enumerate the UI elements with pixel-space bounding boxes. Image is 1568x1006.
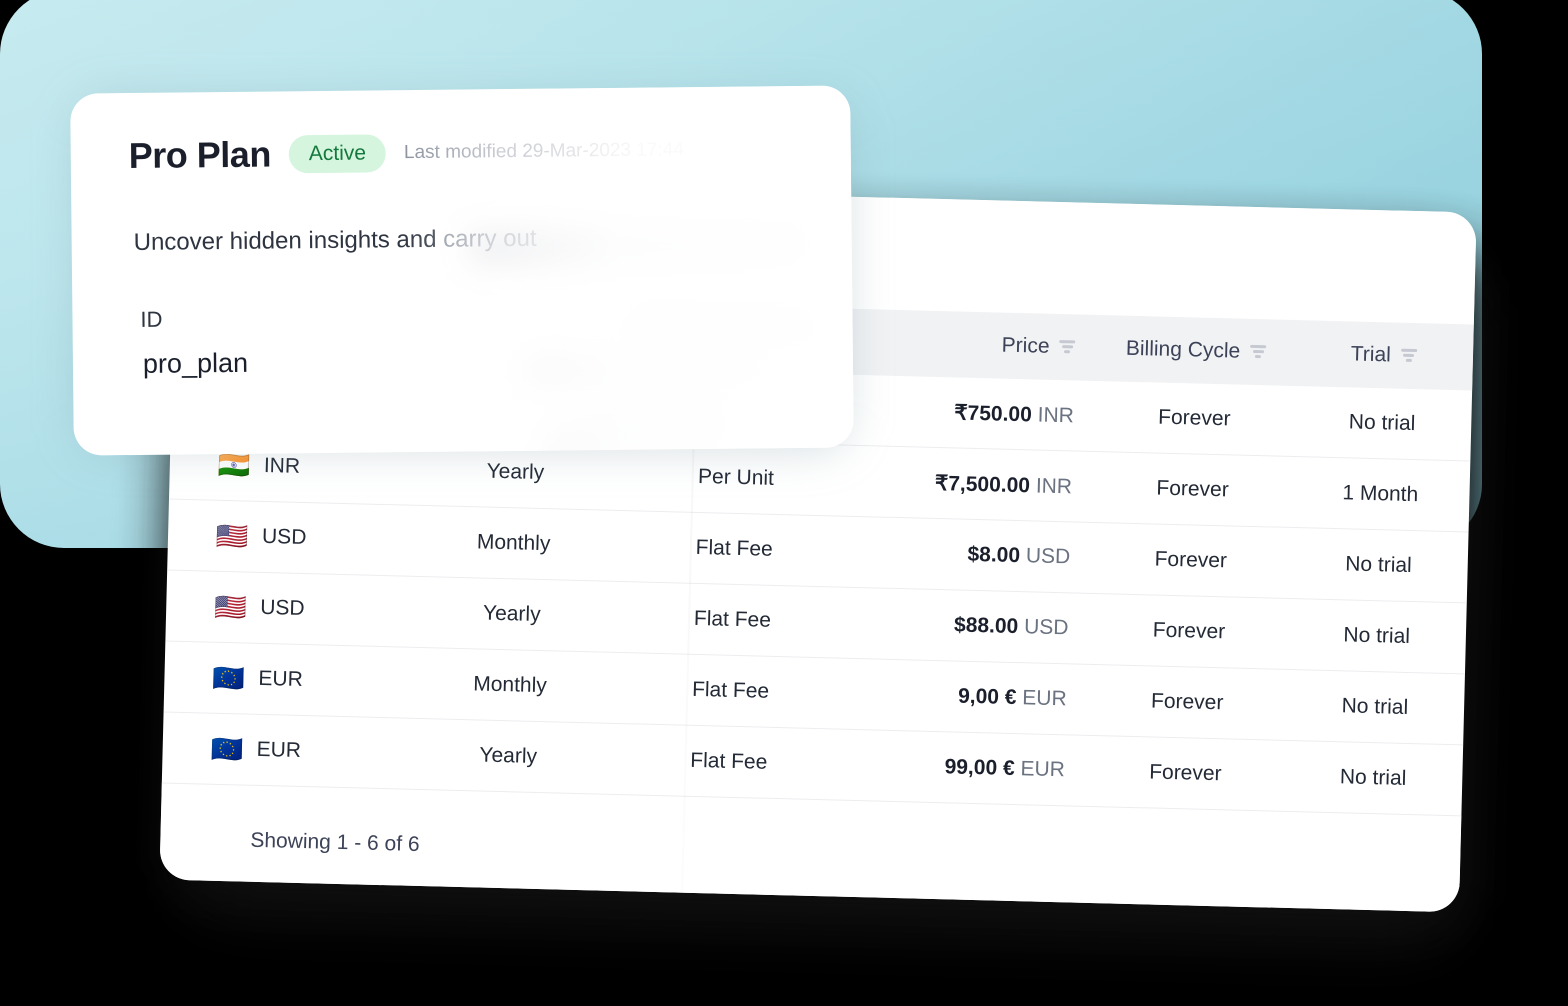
- cell-trial: No trial: [1344, 552, 1413, 578]
- header-label-billing-cycle: Billing Cycle: [1125, 336, 1241, 363]
- cell-currency-label: EUR: [258, 666, 304, 692]
- cell-pricing-model: Flat Fee: [691, 677, 770, 703]
- cell-price: ₹7,500.00 INR: [848, 468, 1094, 499]
- cell-cycle: Yearly: [482, 601, 541, 626]
- filter-icon[interactable]: [1059, 340, 1076, 354]
- cell-currency: 🇪🇺 EUR: [162, 734, 400, 766]
- cell-trial: No trial: [1339, 765, 1407, 790]
- pagination-summary: Showing 1 - 6 of 6: [250, 828, 420, 857]
- cell-price-currency: USD: [1023, 615, 1069, 640]
- cell-billing-cycle: Forever: [1148, 760, 1222, 786]
- cell-price: 99,00 € EUR: [841, 753, 1087, 783]
- cell-cycle: Yearly: [486, 459, 545, 485]
- header-cell-billing-cycle[interactable]: Billing Cycle: [1097, 336, 1295, 365]
- cell-pricing-model: Flat Fee: [690, 748, 768, 774]
- flag-usa-icon: 🇺🇸: [215, 520, 249, 552]
- cell-price: $8.00 USD: [847, 540, 1093, 570]
- last-modified-time: 17:44: [636, 139, 684, 161]
- cell-currency-label: USD: [259, 595, 305, 621]
- header-label-price: Price: [1001, 333, 1050, 358]
- cell-price-amount: ₹750.00: [953, 400, 1033, 426]
- blurred-content-smudge: [527, 358, 769, 381]
- cell-cycle: Monthly: [476, 530, 551, 556]
- cell-pricing-model: Flat Fee: [693, 606, 772, 632]
- cell-cycle: Monthly: [472, 672, 548, 698]
- cell-currency-label: EUR: [256, 737, 302, 762]
- cell-billing-cycle: Forever: [1150, 689, 1224, 715]
- filter-icon[interactable]: [1250, 344, 1267, 359]
- cell-billing-cycle: Forever: [1157, 405, 1231, 431]
- cell-billing-cycle: Forever: [1152, 618, 1226, 644]
- header-label-trial: Trial: [1350, 342, 1392, 367]
- cell-trial: 1 Month: [1342, 481, 1419, 507]
- blurred-content-smudge: [471, 231, 812, 262]
- cell-price-currency: INR: [1037, 403, 1075, 427]
- plan-description-visible: Uncover hidden insights and: [133, 225, 444, 256]
- cell-cycle: Yearly: [479, 743, 538, 768]
- page-title: Pro Plan: [128, 133, 272, 177]
- cell-price: ₹750.00 INR: [850, 397, 1096, 428]
- blurred-content-smudge: [632, 313, 823, 338]
- cell-price-amount: 99,00 €: [944, 755, 1015, 781]
- cell-price: 9,00 € EUR: [843, 682, 1089, 712]
- cell-billing-cycle: Forever: [1154, 547, 1228, 573]
- flag-eu-icon: 🇪🇺: [212, 662, 246, 694]
- cell-price-currency: INR: [1035, 473, 1073, 498]
- cell-price-amount: ₹7,500.00: [934, 471, 1031, 497]
- filter-icon[interactable]: [1400, 348, 1418, 363]
- cell-currency-label: USD: [261, 524, 307, 550]
- header-cell-price[interactable]: Price: [852, 330, 1098, 360]
- flag-usa-icon: 🇺🇸: [213, 591, 248, 623]
- cell-price-amount: $88.00: [953, 613, 1019, 639]
- cell-currency: 🇺🇸 USD: [168, 520, 406, 554]
- cell-price: $88.00 USD: [845, 611, 1091, 641]
- cell-currency: 🇪🇺 EUR: [164, 662, 402, 696]
- header-cell-trial[interactable]: Trial: [1294, 341, 1473, 370]
- cell-currency: 🇺🇸 USD: [166, 591, 404, 625]
- plan-detail-header: Pro Plan Active Last modified 29-Mar-202…: [70, 85, 851, 177]
- cell-pricing-model: Flat Fee: [695, 535, 774, 561]
- flag-eu-icon: 🇪🇺: [210, 733, 244, 765]
- last-modified-label: Last modified: [403, 140, 518, 164]
- flag-india-icon: 🇮🇳: [217, 449, 251, 481]
- cell-price-currency: EUR: [1020, 757, 1066, 782]
- last-modified-date: 29-Mar-2023: [522, 139, 632, 162]
- cell-billing-cycle: Forever: [1156, 476, 1230, 502]
- plan-detail-card: Pro Plan Active Last modified 29-Mar-202…: [70, 85, 854, 456]
- status-badge: Active: [288, 134, 387, 174]
- cell-trial: No trial: [1348, 410, 1416, 436]
- cell-currency-label: INR: [263, 453, 301, 478]
- cell-price-amount: $8.00: [967, 542, 1021, 568]
- cell-pricing-model: Per Unit: [697, 464, 775, 490]
- cell-price-currency: EUR: [1022, 686, 1067, 711]
- cell-trial: No trial: [1341, 694, 1409, 719]
- cell-currency: 🇮🇳 INR: [170, 449, 408, 483]
- last-modified: Last modified 29-Mar-2023 17:44: [404, 139, 684, 164]
- cell-price-amount: 9,00 €: [957, 684, 1017, 710]
- cell-trial: No trial: [1343, 623, 1411, 649]
- cell-price-currency: USD: [1025, 544, 1071, 569]
